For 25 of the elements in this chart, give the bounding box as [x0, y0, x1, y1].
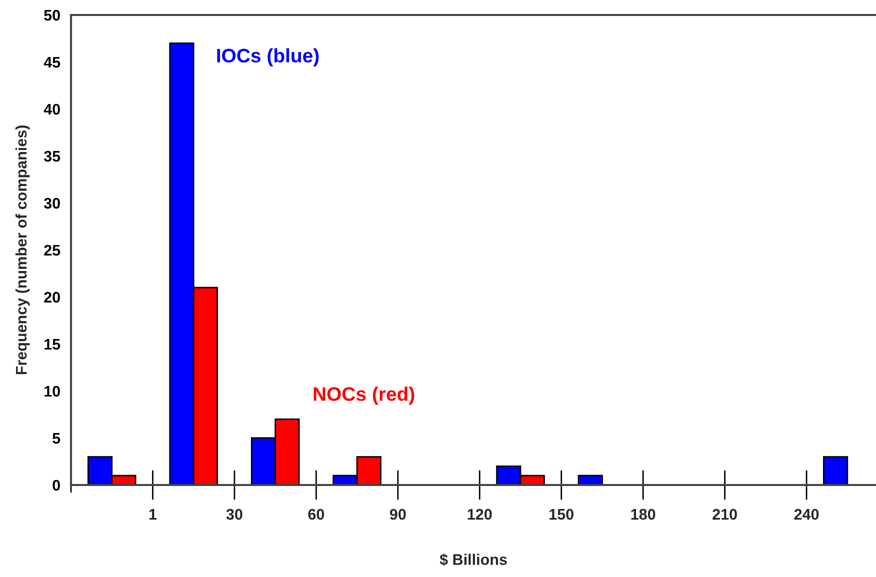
y-tick-label: 30: [44, 198, 60, 209]
text: 210: [712, 508, 737, 520]
y-tick-label: 35: [44, 150, 60, 162]
y-tick-label: 0: [52, 480, 60, 491]
y-tick-label: 15: [44, 339, 60, 350]
text: 120: [468, 508, 492, 520]
x-axis-title: $ Billions: [440, 553, 507, 566]
y-tick-label: 10: [44, 386, 60, 397]
y-tick-label: 5: [52, 433, 60, 444]
bar: [823, 456, 848, 485]
text: 180: [631, 508, 656, 520]
y-tick-label: 20: [44, 292, 60, 303]
text: 150: [550, 508, 574, 520]
text: 1: [149, 509, 157, 520]
y-axis-title: Frequency (number of companies): [15, 126, 30, 374]
series-label: NOCs (red): [314, 386, 414, 405]
series-label: IOCs (blue): [217, 48, 319, 66]
text: 30: [226, 508, 242, 520]
text: 90: [390, 508, 406, 520]
text: 60: [308, 508, 324, 520]
y-tick-label: 45: [44, 57, 60, 68]
y-tick-label: 25: [44, 244, 60, 256]
text: 240: [794, 508, 819, 520]
y-tick-label: 40: [44, 104, 60, 115]
y-tick-label: 50: [44, 10, 60, 21]
